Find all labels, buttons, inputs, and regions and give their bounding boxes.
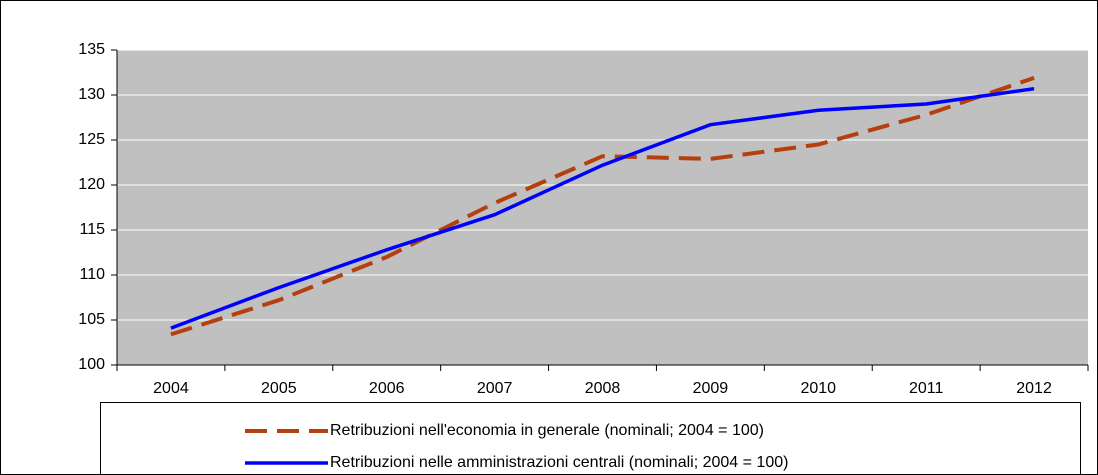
y-tick-label: 130: [78, 86, 105, 103]
x-tick-label: 2004: [153, 380, 189, 397]
series-line: [170, 76, 1035, 337]
x-tick-label: 2007: [477, 380, 513, 397]
legend-label: Retribuzioni nelle amministrazioni centr…: [330, 454, 788, 471]
y-tick-label: 120: [78, 176, 105, 193]
y-tick-label: 105: [78, 311, 105, 328]
y-tick-label: 125: [78, 131, 105, 148]
y-tick-label: 135: [78, 41, 105, 58]
x-tick-label: 2009: [693, 380, 729, 397]
x-tick-label: 2012: [1016, 380, 1052, 397]
y-tick-label: 100: [78, 356, 105, 373]
x-tick-label: 2011: [909, 380, 944, 397]
series-line: [170, 86, 1035, 330]
x-tick-label: 2005: [261, 380, 297, 397]
x-tick-label: 2006: [369, 380, 405, 397]
legend-label: Retribuzioni nell'economia in generale (…: [330, 422, 764, 439]
y-tick-label: 110: [79, 266, 105, 283]
x-tick-label: 2010: [800, 380, 836, 397]
y-tick-label: 115: [79, 221, 105, 238]
plot-area: [117, 50, 1088, 365]
x-tick-label: 2008: [585, 380, 621, 397]
